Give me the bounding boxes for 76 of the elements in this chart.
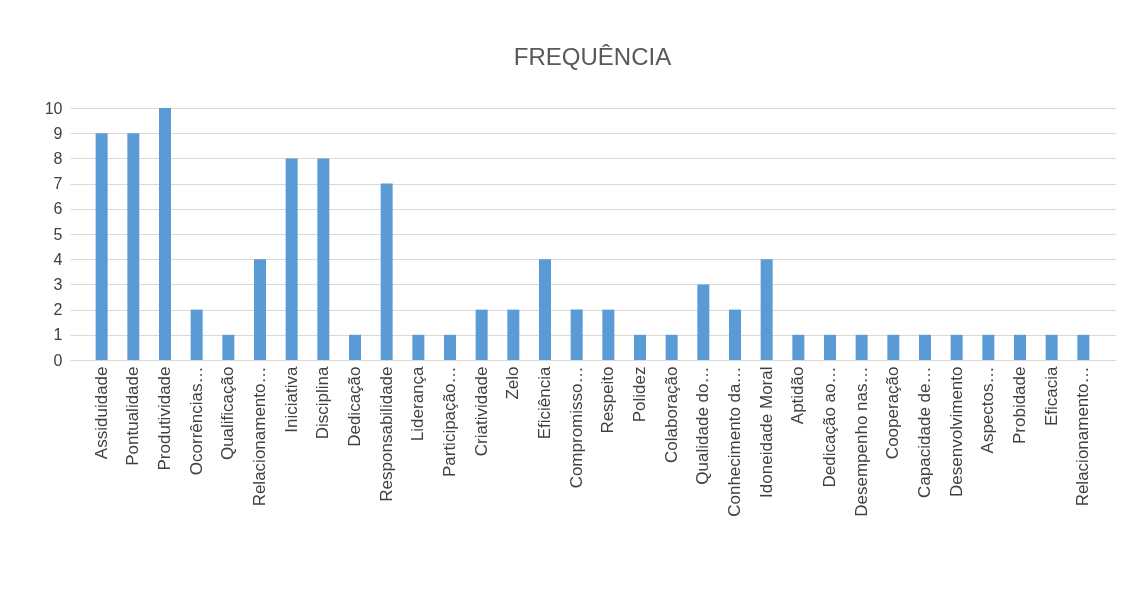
bar: [950, 334, 963, 360]
bar: [285, 158, 298, 360]
bar: [95, 133, 108, 360]
x-tick-label: Relacionamento…: [1073, 366, 1093, 507]
bar: [665, 334, 678, 360]
y-tick-label: 3: [53, 275, 63, 293]
y-tick-label: 8: [53, 149, 63, 167]
bar: [919, 334, 931, 360]
x-tick-label: Ocorrências…: [186, 366, 206, 476]
bar: [380, 183, 393, 360]
x-tick-label: Conhecimento da…: [725, 366, 744, 517]
x-tick-label: Zelo: [503, 366, 523, 400]
bar: [507, 309, 520, 360]
bar: [349, 334, 361, 360]
bar: [570, 309, 583, 360]
x-tick-label: Compromisso…: [566, 366, 586, 489]
x-tick-label: Polidez: [630, 366, 649, 423]
x-tick-label: Qualificação: [218, 366, 238, 461]
x-tick-label: Liderança: [408, 365, 428, 442]
y-tick-label: 2: [53, 301, 63, 319]
x-tick-label: Aspectos…: [978, 366, 998, 454]
y-tick-label: 5: [53, 225, 63, 243]
bar: [634, 334, 646, 360]
x-tick-label: Dedicação: [345, 366, 364, 447]
x-tick-label: Responsabilidade: [376, 366, 396, 502]
x-tick-label: Respeito: [598, 366, 618, 434]
y-tick-label: 1: [53, 326, 63, 344]
x-tick-label: Relacionamento…: [250, 366, 269, 507]
x-tick-label: Aptidão: [788, 366, 808, 425]
x-tick-label: Probidade: [1010, 366, 1029, 445]
bar: [760, 259, 773, 360]
bar: [602, 309, 615, 360]
x-tick-label: Desenvolvimento: [946, 366, 966, 497]
bar: [855, 334, 868, 360]
bar: [1045, 334, 1058, 360]
y-tick-label: 6: [53, 200, 63, 218]
x-tick-label: Desempenho nas…: [851, 366, 871, 517]
bar: [412, 334, 425, 360]
bar: [697, 284, 710, 360]
x-tick-label: Qualidade do…: [693, 366, 713, 485]
bar: [317, 158, 330, 360]
x-tick-label: Produtividade: [155, 366, 174, 471]
y-tick-label: 10: [44, 99, 63, 117]
bar: [792, 334, 805, 360]
bar: [1077, 334, 1090, 360]
bar: [729, 309, 741, 360]
bar: [824, 334, 836, 360]
y-tick-label: 0: [53, 351, 63, 369]
bar: [444, 334, 456, 360]
bar: [1014, 334, 1026, 360]
x-tick-label: Eficiência: [535, 365, 554, 440]
bar: [539, 259, 551, 360]
bar: [190, 309, 203, 360]
bar: [254, 259, 266, 360]
y-tick-label: 4: [53, 250, 63, 268]
x-tick-label: Assiduidade: [91, 366, 111, 460]
x-tick-label: Pontualidade: [123, 366, 143, 466]
bar: [127, 133, 140, 360]
x-tick-label: Disciplina: [313, 365, 333, 440]
x-tick-label: Dedicação ao…: [820, 366, 839, 488]
chart-title: FREQUÊNCIA: [513, 43, 672, 70]
bar: [475, 309, 488, 360]
x-tick-label: Iniciativa: [281, 365, 301, 433]
x-tick-label: Eficacia: [1041, 365, 1061, 427]
x-tick-label: Participação…: [440, 366, 459, 478]
x-tick-label: Cooperação: [883, 366, 903, 460]
y-tick-label: 9: [53, 124, 63, 142]
x-tick-label: Capacidade de…: [915, 366, 934, 498]
y-tick-label: 7: [53, 175, 63, 193]
bar: [159, 108, 171, 360]
bar: [222, 334, 235, 360]
x-tick-label: Idoneidade Moral: [756, 366, 776, 498]
x-tick-label: Criatividade: [471, 366, 491, 457]
x-tick-label: Colaboração: [661, 366, 681, 463]
bar: [982, 334, 995, 360]
bar: [887, 334, 900, 360]
